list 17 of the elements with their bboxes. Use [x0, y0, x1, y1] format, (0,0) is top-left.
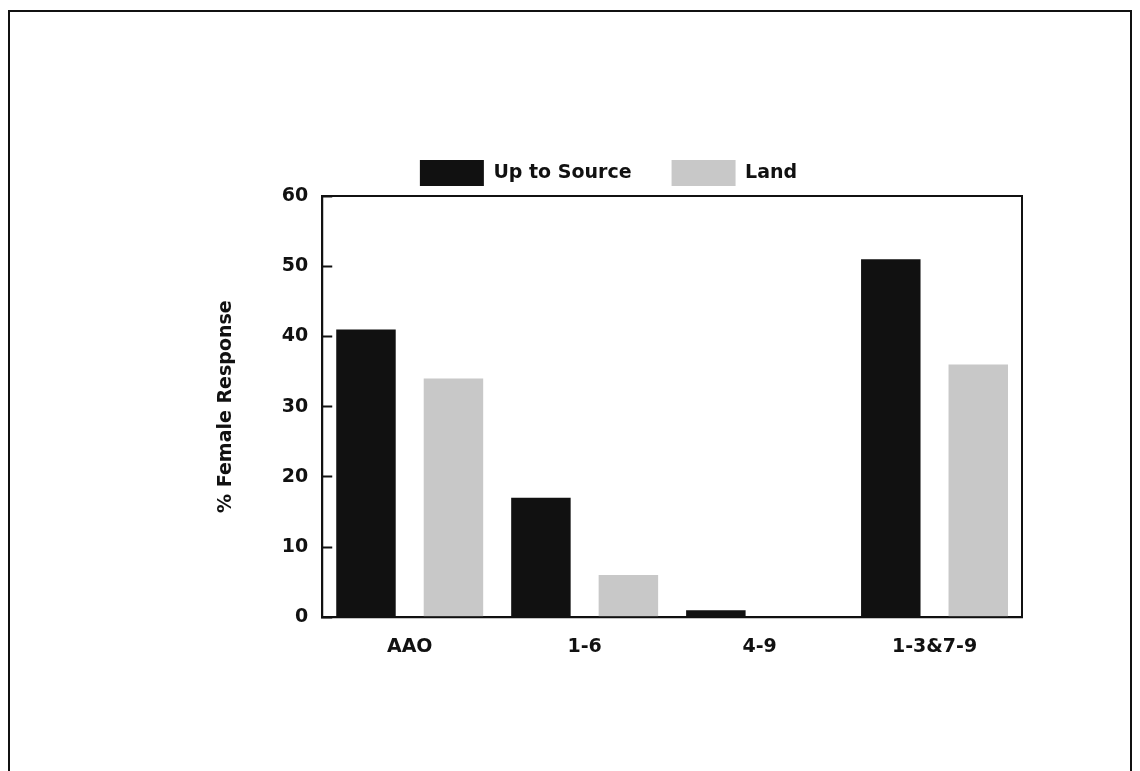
y-axis-title: % Female Response: [213, 300, 236, 513]
bar: [598, 575, 659, 617]
y-tick-label: 20: [281, 463, 309, 486]
y-tick-label: 0: [295, 604, 309, 627]
y-tick-label: 60: [281, 182, 309, 205]
x-tick-label: 1-3&7-9: [891, 633, 978, 656]
y-tick-label: 30: [281, 393, 309, 416]
y-tick-label: 10: [281, 533, 309, 556]
legend-label: Land: [745, 159, 798, 182]
x-tick-label: 4-9: [742, 633, 777, 656]
bar: [423, 378, 484, 617]
legend-label: Up to Source: [493, 159, 632, 182]
y-tick-label: 50: [281, 253, 309, 276]
y-tick-label: 40: [281, 323, 309, 346]
x-tick-label: 1-6: [567, 633, 602, 656]
bar: [948, 364, 1009, 617]
x-tick-label: AAO: [386, 633, 433, 656]
